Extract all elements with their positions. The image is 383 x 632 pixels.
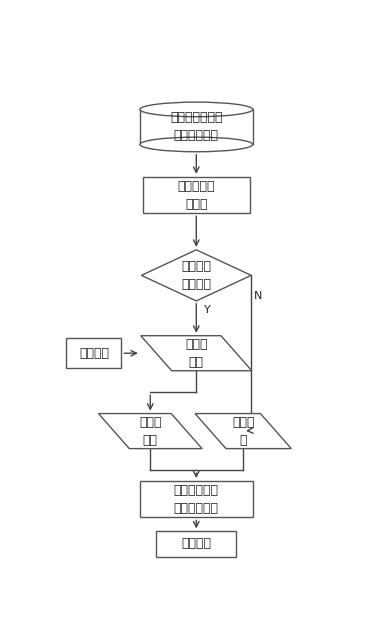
Polygon shape [141, 336, 252, 371]
Text: 模型应用: 模型应用 [181, 537, 211, 550]
Text: 随机森林算法
构建排床模型: 随机森林算法 构建排床模型 [174, 483, 219, 514]
Text: 人工参与: 人工参与 [79, 347, 109, 360]
Bar [156, 532, 236, 557]
Polygon shape [141, 250, 251, 301]
Bar [140, 109, 253, 145]
Bar [66, 338, 121, 368]
Text: Y: Y [204, 305, 210, 315]
Text: N: N [254, 291, 262, 301]
Bar [143, 177, 250, 214]
Text: 病人的就医信息
（特征刻画）: 病人的就医信息 （特征刻画） [170, 111, 223, 142]
Polygon shape [195, 413, 291, 449]
Text: 离群点
数据: 离群点 数据 [185, 337, 208, 368]
Text: 正常数
据: 正常数 据 [232, 416, 254, 447]
Text: 聚类筛选可
疑数据: 聚类筛选可 疑数据 [178, 179, 215, 210]
Text: 打标签
数据: 打标签 数据 [139, 416, 162, 447]
Bar [140, 481, 253, 518]
Polygon shape [98, 413, 202, 449]
Ellipse shape [140, 137, 253, 152]
Ellipse shape [140, 102, 253, 117]
Text: 是否是离
群点数据: 是否是离 群点数据 [181, 260, 211, 291]
